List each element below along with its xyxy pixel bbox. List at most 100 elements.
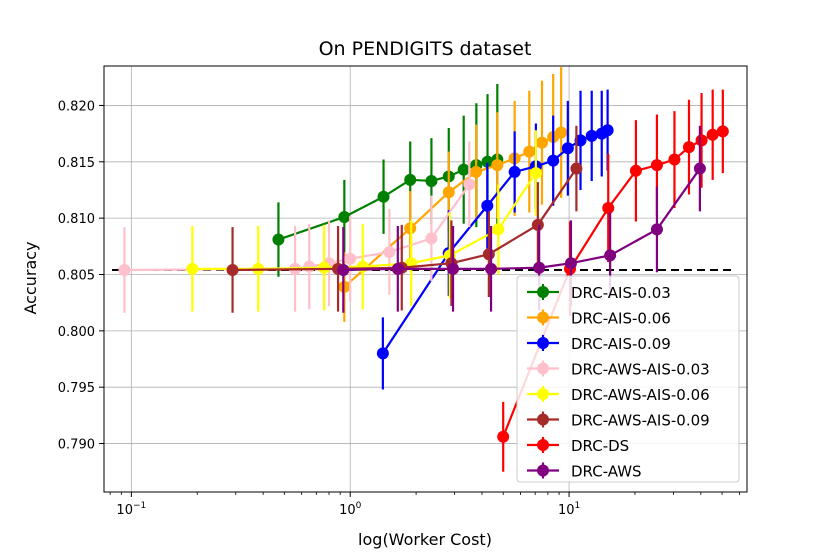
x-axis-ticks: 10−1 100 101: [109, 492, 740, 518]
series-drc-ais-0.03: [272, 84, 504, 277]
y-tick-label: 0.795: [58, 381, 95, 396]
data-point: [650, 159, 663, 172]
data-point: [344, 252, 357, 265]
legend-marker: [537, 439, 549, 451]
legend-marker: [537, 464, 549, 477]
series-layer: [118, 67, 729, 472]
data-point: [338, 211, 351, 224]
legend-label: DRC-AIS-0.09: [571, 335, 671, 353]
data-point: [574, 134, 587, 147]
data-point: [533, 261, 546, 274]
x-axis-label: log(Worker Cost): [358, 530, 492, 549]
data-point: [318, 261, 331, 274]
data-point: [604, 249, 617, 262]
legend-marker: [537, 362, 549, 375]
axes-frame: [103, 65, 748, 493]
data-point: [529, 167, 542, 180]
series-drc-ds: [497, 89, 729, 472]
data-point: [463, 178, 476, 191]
data-point: [482, 248, 495, 261]
data-point: [226, 263, 239, 276]
legend-label: DRC-AWS: [571, 463, 642, 481]
data-point: [383, 245, 396, 258]
data-point: [376, 347, 389, 360]
data-point: [492, 223, 505, 236]
x-tick-label: 10−1: [116, 501, 146, 518]
x-tick-label: 101: [558, 501, 580, 518]
data-point: [457, 163, 470, 176]
data-point: [425, 174, 438, 187]
data-point: [706, 128, 719, 141]
data-point: [425, 232, 438, 245]
y-tick-label: 0.815: [58, 156, 95, 171]
data-point: [485, 262, 498, 275]
data-point: [601, 124, 614, 137]
legend-label: DRC-DS: [571, 437, 629, 455]
data-point: [497, 430, 510, 443]
data-point: [356, 260, 369, 273]
series-line: [343, 131, 562, 288]
legend-item: DRC-AIS-0.03: [527, 284, 671, 302]
data-point: [585, 129, 598, 142]
data-point: [272, 233, 285, 246]
data-point: [682, 141, 695, 154]
data-point: [570, 162, 583, 175]
x-tick-label: 100: [339, 501, 362, 518]
legend-item: DRC-AIS-0.06: [527, 309, 671, 328]
legend-item: DRC-AWS-AIS-0.09: [527, 411, 710, 430]
data-point: [668, 153, 681, 166]
legend-item: DRC-DS: [527, 437, 629, 455]
data-point: [531, 218, 544, 231]
legend-box: [516, 275, 740, 483]
legend-label: DRC-AWS-AIS-0.09: [571, 412, 710, 430]
data-point: [442, 186, 455, 199]
y-axis-label: Accuracy: [21, 241, 40, 314]
legend: DRC-AIS-0.03 DRC-AIS-0.06 DRC-AIS-0.09 DRC-…: [516, 275, 740, 483]
legend-marker: [537, 337, 549, 349]
data-point: [650, 223, 663, 236]
data-point: [547, 154, 560, 167]
data-point: [491, 159, 504, 172]
data-point: [186, 262, 199, 275]
legend-item: DRC-AWS: [527, 462, 642, 481]
legend-marker: [537, 388, 549, 400]
y-axis-ticks: 0.790 0.795 0.800 0.805 0.810 0.815 0.820: [58, 99, 104, 453]
data-point: [602, 202, 615, 214]
data-point: [695, 134, 708, 147]
data-point: [391, 262, 404, 275]
data-point: [508, 165, 521, 178]
data-point: [404, 173, 417, 186]
data-point: [470, 165, 483, 178]
data-point: [693, 162, 706, 175]
legend-label: DRC-AIS-0.06: [571, 310, 671, 328]
data-point: [555, 126, 568, 139]
y-tick-label: 0.805: [58, 268, 95, 283]
y-tick-label: 0.810: [58, 212, 95, 227]
data-point: [118, 263, 131, 276]
y-tick-label: 0.800: [58, 325, 95, 340]
data-point: [481, 155, 494, 168]
data-point: [337, 263, 350, 276]
legend-marker: [537, 311, 549, 324]
legend-marker: [537, 413, 549, 426]
legend-label: DRC-AWS-AIS-0.06: [571, 386, 710, 404]
legend-item: DRC-AIS-0.09: [527, 335, 671, 353]
legend-item: DRC-AWS-AIS-0.03: [527, 360, 710, 379]
legend-label: DRC-AWS-AIS-0.03: [571, 361, 710, 379]
chart-title: On PENDIGITS dataset: [319, 38, 532, 60]
legend-item: DRC-AWS-AIS-0.06: [527, 386, 710, 404]
legend-label: DRC-AIS-0.03: [571, 284, 671, 302]
data-point: [523, 145, 536, 158]
data-point: [716, 125, 729, 138]
data-point: [481, 199, 494, 212]
data-point: [564, 257, 577, 270]
y-tick-label: 0.790: [58, 438, 95, 453]
data-point: [303, 260, 316, 273]
data-point: [447, 262, 460, 275]
data-point: [629, 164, 642, 177]
data-point: [561, 142, 574, 155]
data-point: [535, 136, 548, 149]
data-point: [377, 190, 390, 203]
y-tick-label: 0.820: [58, 99, 95, 114]
